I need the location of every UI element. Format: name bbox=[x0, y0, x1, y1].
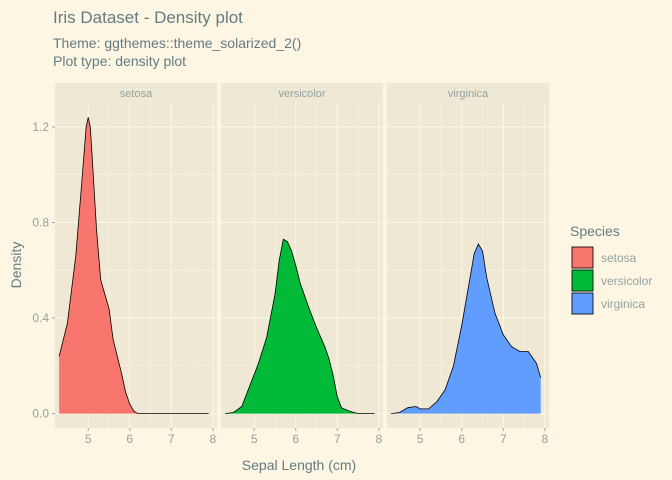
x-axis-title: Sepal Length (cm) bbox=[242, 457, 356, 473]
legend-key-versicolor bbox=[571, 269, 594, 292]
x-tick-label: 8 bbox=[210, 432, 217, 446]
chart-subtitle-line-1: Theme: ggthemes::theme_solarized_2() bbox=[53, 35, 301, 51]
density-area-versicolor bbox=[225, 239, 375, 414]
y-axis: 0.0 0.4 0.8 1.2 bbox=[32, 120, 55, 421]
facet-panel-versicolor: versicolor 5 6 7 8 bbox=[221, 83, 383, 446]
density-area-setosa bbox=[59, 117, 209, 414]
x-tick-label: 8 bbox=[542, 432, 549, 446]
density-line-setosa bbox=[58, 117, 209, 415]
facet-strip-label-versicolor: versicolor bbox=[278, 88, 325, 100]
density-line-versicolor bbox=[225, 238, 375, 415]
facet-strip-virginica bbox=[387, 83, 549, 103]
legend-title: Species bbox=[570, 223, 620, 239]
y-tick-label: 1.2 bbox=[32, 120, 49, 134]
x-tick-label: 6 bbox=[458, 432, 465, 446]
density-area-virginica bbox=[391, 243, 541, 414]
facet-strip-label-setosa: setosa bbox=[120, 88, 153, 100]
y-tick-label: 0.4 bbox=[32, 311, 49, 325]
legend-key-virginica bbox=[571, 292, 594, 315]
x-tick-label: 5 bbox=[85, 432, 92, 446]
legend: Species setosa versicolor virginica bbox=[570, 223, 652, 315]
y-axis-title: Density bbox=[8, 242, 24, 289]
x-tick-label: 6 bbox=[292, 432, 299, 446]
facet-strip-setosa bbox=[55, 83, 217, 103]
facet-panels: setosa 5 6 7 8 versicolor 5 6 7 8 virginica 5 6 7 8 bbox=[55, 83, 549, 446]
y-tick-label: 0.0 bbox=[32, 407, 49, 421]
x-tick-label: 7 bbox=[168, 432, 175, 446]
x-tick-label: 5 bbox=[417, 432, 424, 446]
x-tick-label: 6 bbox=[126, 432, 133, 446]
facet-panel-setosa: setosa 5 6 7 8 bbox=[55, 83, 217, 446]
chart-title: Iris Dataset - Density plot bbox=[53, 8, 243, 27]
density-line-virginica bbox=[391, 243, 542, 415]
legend-label-setosa: setosa bbox=[601, 251, 637, 265]
y-tick-label: 0.8 bbox=[32, 215, 49, 229]
facet-strip-label-virginica: virginica bbox=[448, 88, 489, 100]
chart-subtitle-line-2: Plot type: density plot bbox=[53, 53, 186, 69]
x-tick-label: 5 bbox=[251, 432, 258, 446]
facet-panel-virginica: virginica 5 6 7 8 bbox=[387, 83, 549, 446]
legend-label-versicolor: versicolor bbox=[601, 274, 652, 288]
x-tick-label: 8 bbox=[376, 432, 383, 446]
x-tick-label: 7 bbox=[500, 432, 507, 446]
facet-strip-versicolor bbox=[221, 83, 383, 103]
x-tick-label: 7 bbox=[334, 432, 341, 446]
legend-label-virginica: virginica bbox=[601, 297, 645, 311]
legend-key-setosa bbox=[571, 246, 594, 269]
